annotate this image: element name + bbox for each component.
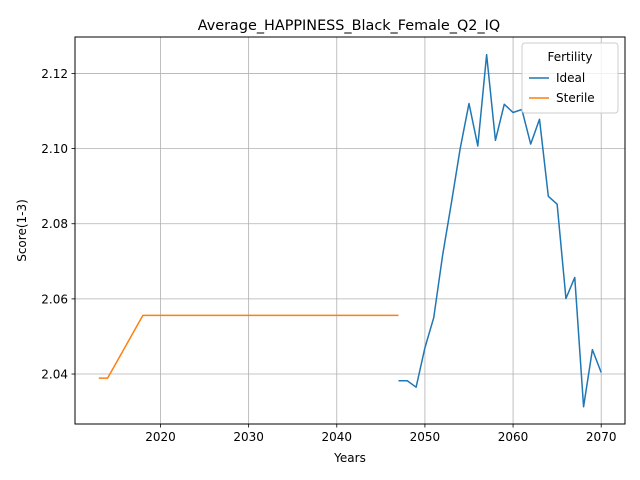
plot-area-frame xyxy=(74,36,626,425)
y-tick-label: 2.06 xyxy=(41,292,68,306)
legend-label-ideal: Ideal xyxy=(556,71,585,85)
x-axis-ticks: 2020 2030 2040 2050 2060 2070 xyxy=(145,424,616,444)
y-tick-label: 2.12 xyxy=(41,67,68,81)
x-axis-label: Years xyxy=(333,451,366,465)
chart-title: Average_HAPPINESS_Black_Female_Q2_IQ xyxy=(198,18,500,34)
legend-title: Fertility xyxy=(547,50,592,64)
x-tick-label: 2030 xyxy=(233,430,264,444)
series-line-sterile xyxy=(98,314,399,379)
legend-label-sterile: Sterile xyxy=(556,91,595,105)
y-axis-ticks: 2.04 2.06 2.08 2.10 2.12 xyxy=(41,67,75,382)
y-tick-label: 2.08 xyxy=(41,217,68,231)
series-lines xyxy=(98,53,602,408)
series-line-ideal xyxy=(398,53,602,408)
y-tick-label: 2.04 xyxy=(41,368,68,382)
x-tick-label: 2050 xyxy=(410,430,441,444)
x-tick-label: 2040 xyxy=(322,430,353,444)
legend: Fertility Ideal Sterile xyxy=(521,42,619,114)
x-tick-label: 2070 xyxy=(586,430,617,444)
legend-frame xyxy=(521,42,619,114)
x-tick-label: 2020 xyxy=(145,430,176,444)
y-tick-label: 2.10 xyxy=(41,142,68,156)
y-axis-label: Score(1-3) xyxy=(15,199,29,262)
x-tick-label: 2060 xyxy=(498,430,529,444)
